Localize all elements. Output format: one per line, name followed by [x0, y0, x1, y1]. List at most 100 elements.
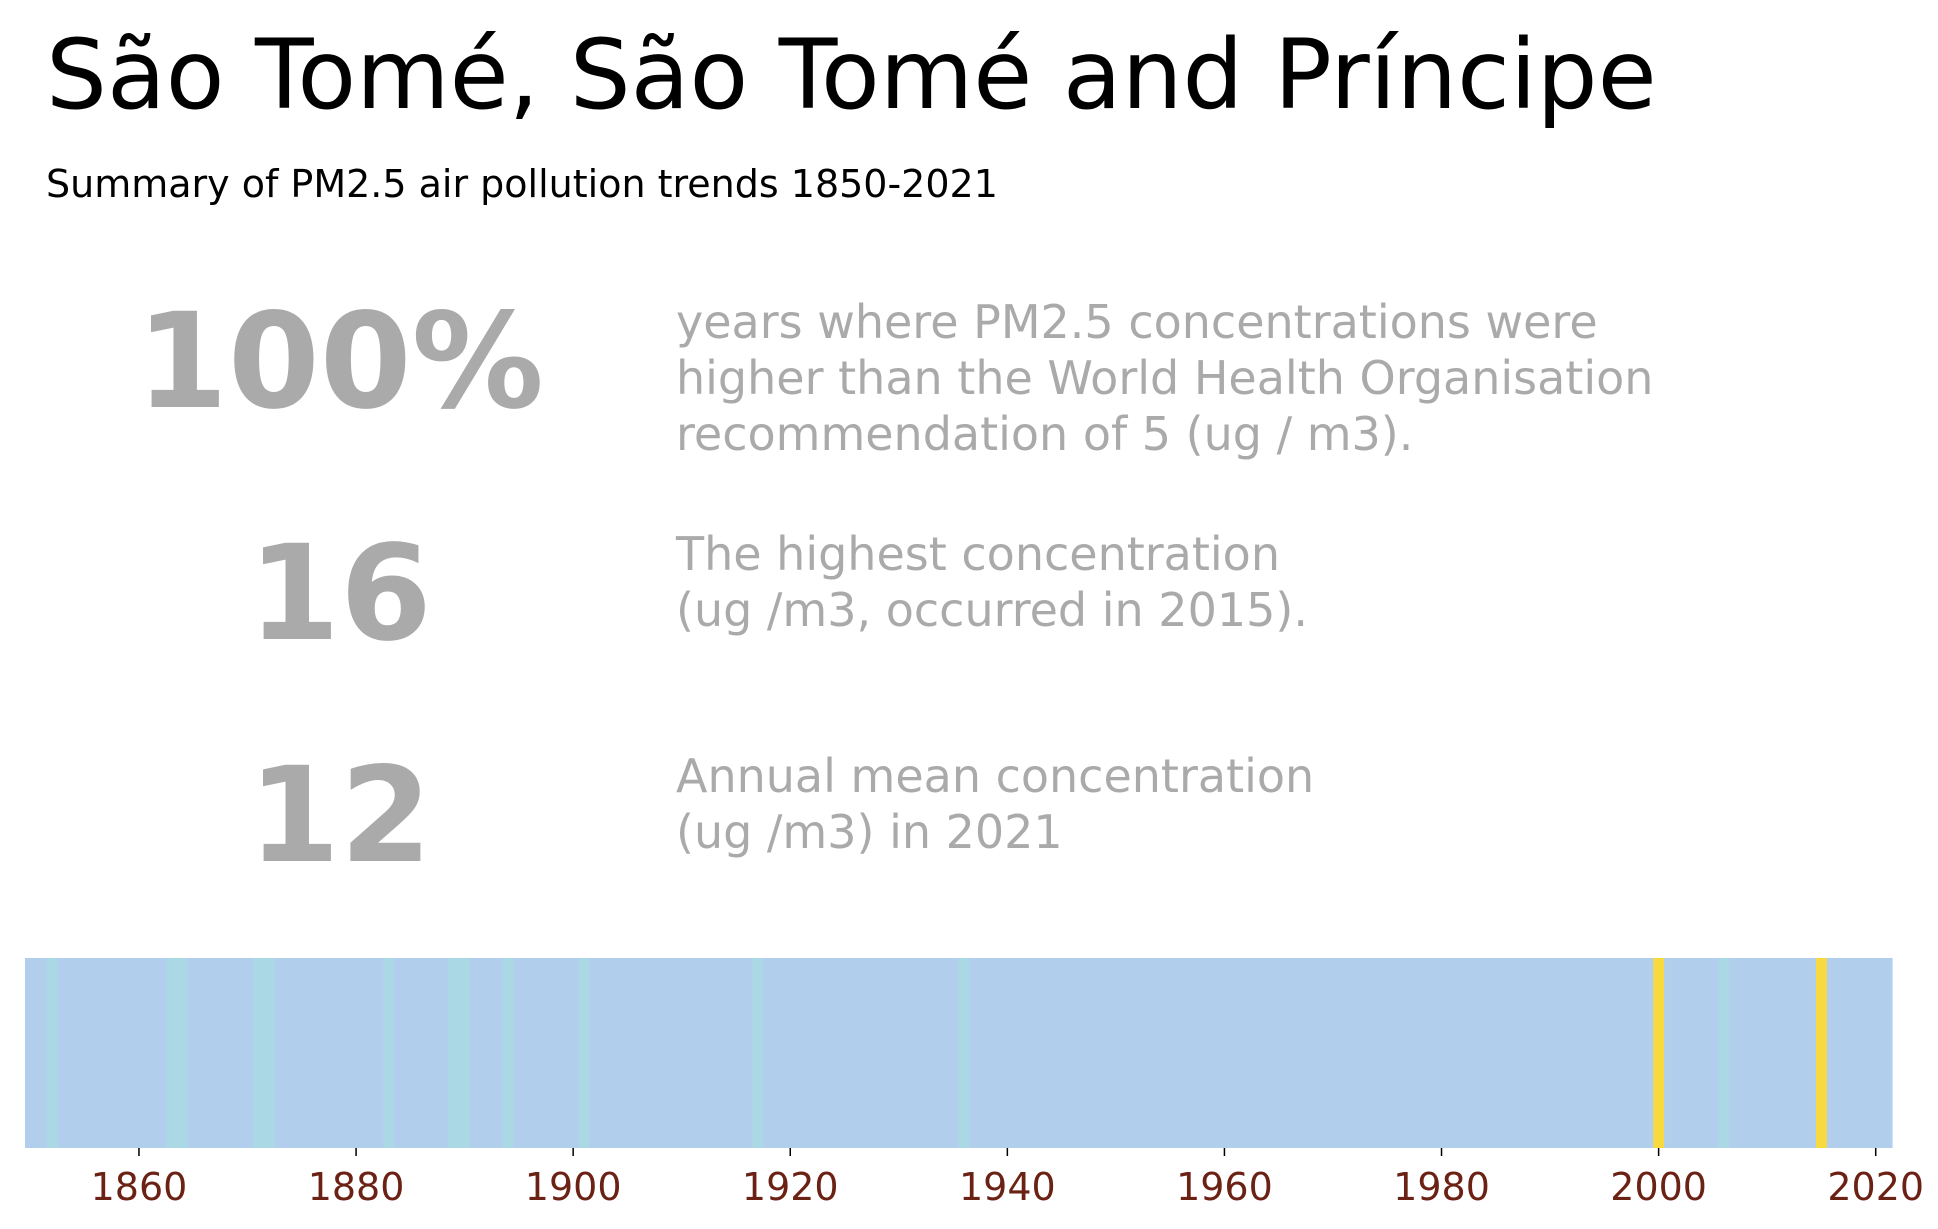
stripe-1857	[100, 958, 113, 1148]
stripe-1858	[111, 958, 124, 1148]
stripe-1985	[1490, 958, 1502, 1148]
stripe-1883	[383, 958, 395, 1148]
x-tick-label: 1980	[1393, 1165, 1490, 1209]
stripe-1865	[187, 958, 200, 1148]
stripe-1996	[1609, 958, 1622, 1148]
stripe-1908	[654, 958, 667, 1148]
stripe-1917	[752, 958, 764, 1148]
stripe-1923	[817, 958, 829, 1148]
stripe-1882	[372, 958, 384, 1148]
stripe-1918	[763, 958, 775, 1148]
stripe-1976	[1392, 958, 1405, 1148]
x-tick-label: 1940	[959, 1165, 1056, 1209]
stripe-1942	[1023, 958, 1036, 1148]
stripe-1956	[1175, 958, 1188, 1148]
stripe-1953	[1143, 958, 1155, 1148]
stripe-1966	[1284, 958, 1296, 1148]
stripe-1919	[773, 958, 786, 1148]
stripe-1987	[1512, 958, 1524, 1148]
stripe-1973	[1360, 958, 1372, 1148]
stripe-1910	[676, 958, 688, 1148]
stripe-2016	[1826, 958, 1839, 1148]
stripe-1915	[730, 958, 742, 1148]
stripe-1905	[622, 958, 634, 1148]
stripe-1885	[404, 958, 417, 1148]
stripe-1862	[155, 958, 167, 1148]
stripe-1967	[1294, 958, 1307, 1148]
stripe-1893	[491, 958, 504, 1148]
stripe-1951	[1121, 958, 1133, 1148]
stat-text-line: Annual mean concentration	[676, 749, 1315, 803]
stat-value-percent: 100%	[136, 285, 544, 439]
stripe-1992	[1566, 958, 1578, 1148]
stripe-1874	[285, 958, 297, 1148]
stripe-1887	[426, 958, 439, 1148]
stripe-2018	[1848, 958, 1861, 1148]
stripe-1900	[567, 958, 580, 1148]
stripe-1927	[860, 958, 873, 1148]
stripe-1950	[1110, 958, 1122, 1148]
stripe-1962	[1240, 958, 1253, 1148]
stat-text-percent: years where PM2.5 concentrations were hi…	[676, 294, 1653, 462]
stripe-1963	[1251, 958, 1264, 1148]
stripe-1861	[144, 958, 156, 1148]
stripe-1974	[1370, 958, 1383, 1148]
stripe-1958	[1197, 958, 1209, 1148]
x-tick-label: 1880	[308, 1165, 405, 1209]
stat-text-highest: The highest concentration (ug /m3, occur…	[676, 526, 1308, 638]
stripe-1889	[448, 958, 460, 1148]
stripe-1935	[947, 958, 960, 1148]
stripe-2013	[1794, 958, 1806, 1148]
stripe-1894	[502, 958, 515, 1148]
stripe-2008	[1740, 958, 1752, 1148]
stat-text-line: (ug /m3) in 2021	[676, 805, 1063, 859]
stripe-1892	[480, 958, 493, 1148]
stripe-1959	[1208, 958, 1220, 1148]
stripe-1946	[1067, 958, 1079, 1148]
stripe-1991	[1555, 958, 1567, 1148]
stripe-1870	[242, 958, 254, 1148]
stripe-2012	[1783, 958, 1795, 1148]
stripe-1982	[1457, 958, 1470, 1148]
stripe-1895	[513, 958, 525, 1148]
stripe-1960	[1219, 958, 1231, 1148]
stripe-2017	[1837, 958, 1850, 1148]
stripe-1928	[871, 958, 884, 1148]
stripe-1980	[1436, 958, 1448, 1148]
stripe-2011	[1772, 958, 1785, 1148]
stripe-1913	[708, 958, 721, 1148]
stripe-1984	[1479, 958, 1491, 1148]
stat-text-line: recommendation of 5 (ug / m3).	[676, 407, 1414, 461]
stripe-1995	[1598, 958, 1611, 1148]
stripe-1970	[1327, 958, 1340, 1148]
stripe-1850	[25, 958, 37, 1148]
stripe-1969	[1316, 958, 1329, 1148]
stripe-1904	[611, 958, 623, 1148]
stripe-2019	[1859, 958, 1871, 1148]
stripe-1851	[35, 958, 48, 1148]
stripe-1920	[784, 958, 797, 1148]
stripe-1902	[589, 958, 601, 1148]
stripe-1872	[263, 958, 276, 1148]
stripe-1993	[1577, 958, 1589, 1148]
stripe-2009	[1750, 958, 1763, 1148]
stripe-1863	[166, 958, 178, 1148]
stripe-1896	[524, 958, 536, 1148]
page-title: São Tomé, São Tomé and Príncipe	[46, 19, 1657, 131]
stripe-1921	[795, 958, 808, 1148]
stripe-1933	[925, 958, 938, 1148]
stripe-1856	[90, 958, 102, 1148]
x-tick-label: 1920	[742, 1165, 839, 1209]
stripe-2006	[1718, 958, 1730, 1148]
stripe-1912	[697, 958, 710, 1148]
stripe-1943	[1034, 958, 1046, 1148]
stripe-1907	[643, 958, 656, 1148]
stripe-1954	[1153, 958, 1166, 1148]
stripe-1909	[665, 958, 677, 1148]
stat-text-line: higher than the World Health Organisatio…	[676, 351, 1654, 405]
stripe-1860	[133, 958, 145, 1148]
stripe-1854	[68, 958, 80, 1148]
stripe-1906	[632, 958, 645, 1148]
stripe-1886	[415, 958, 428, 1148]
